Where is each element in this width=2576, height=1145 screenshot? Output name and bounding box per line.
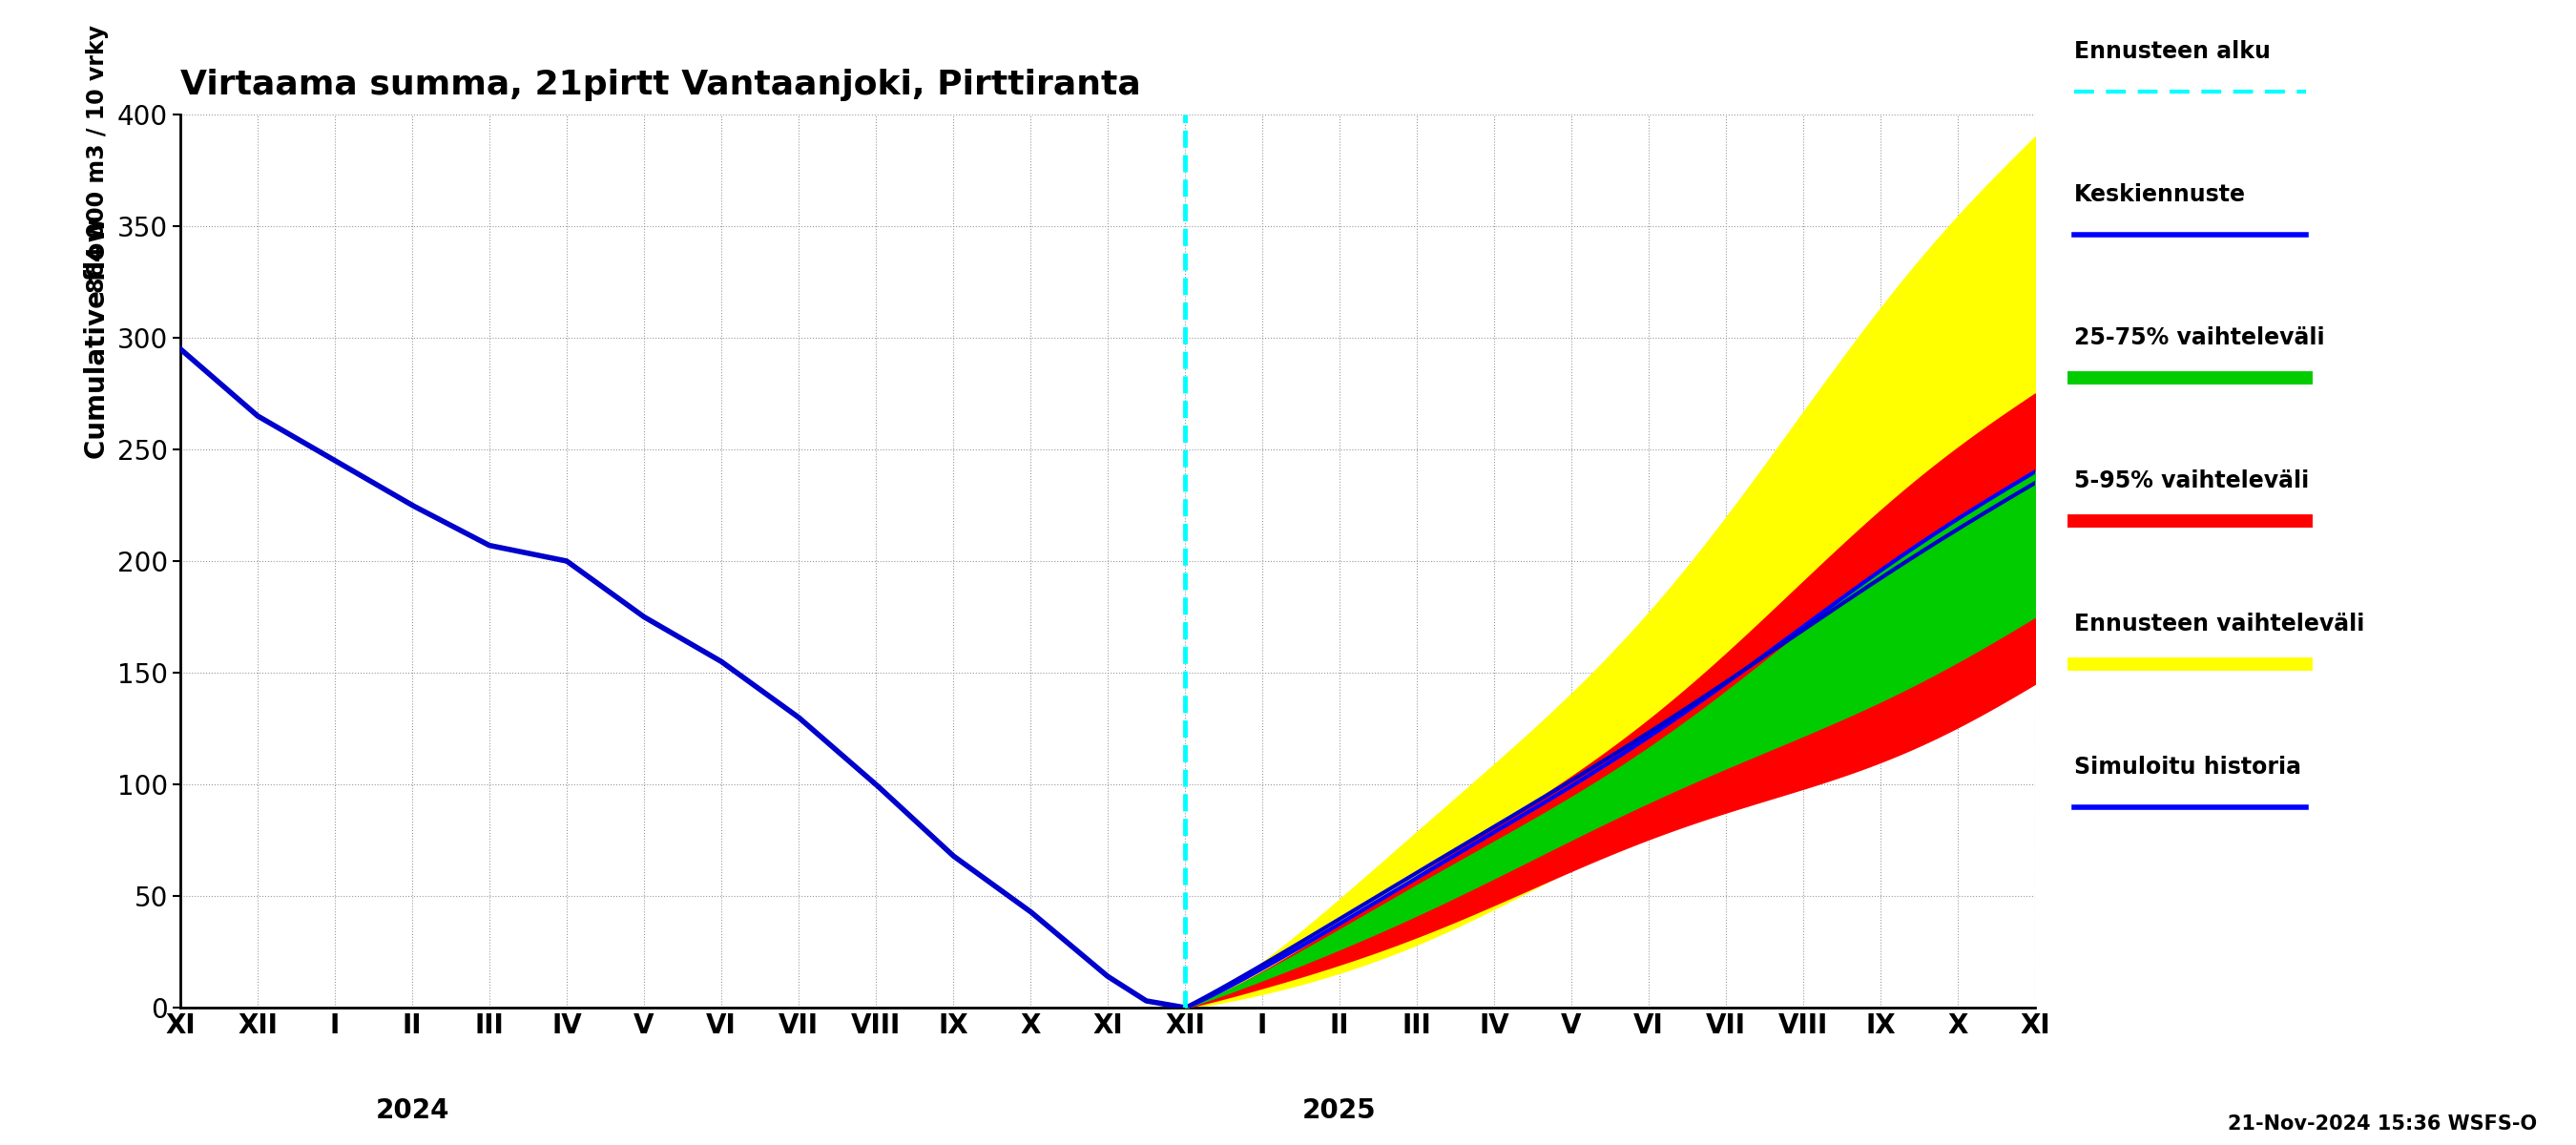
Text: Virtaama summa, 21pirtt Vantaanjoki, Pirttiranta: Virtaama summa, 21pirtt Vantaanjoki, Pir… — [180, 69, 1141, 101]
Text: Ennusteen alku: Ennusteen alku — [2074, 40, 2269, 63]
Text: 864 000 m3 / 10 vrky: 864 000 m3 / 10 vrky — [85, 25, 108, 293]
Text: Ennusteen vaihteleväli: Ennusteen vaihteleväli — [2074, 613, 2365, 635]
Text: 2024: 2024 — [376, 1097, 448, 1123]
Text: 5-95% vaihteleväli: 5-95% vaihteleväli — [2074, 469, 2308, 492]
Text: Cumulative flow: Cumulative flow — [82, 218, 111, 458]
Text: Keskiennuste: Keskiennuste — [2074, 183, 2246, 206]
Text: 2025: 2025 — [1303, 1097, 1376, 1123]
Text: 25-75% vaihteleväli: 25-75% vaihteleväli — [2074, 326, 2324, 349]
Text: Simuloitu historia: Simuloitu historia — [2074, 756, 2300, 779]
Text: 21-Nov-2024 15:36 WSFS-O: 21-Nov-2024 15:36 WSFS-O — [2228, 1114, 2537, 1134]
